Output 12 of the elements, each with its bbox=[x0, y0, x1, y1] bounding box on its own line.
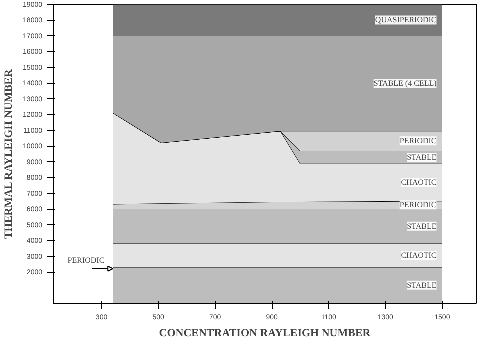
y-axis-title: THERMAL RAYLEIGH NUMBER bbox=[3, 68, 16, 240]
series-label: STABLE bbox=[407, 222, 437, 231]
series-label: STABLE bbox=[407, 152, 437, 162]
series-label: STABLE (4 CELL) bbox=[374, 79, 438, 88]
series-label: CHAOTIC bbox=[401, 251, 437, 260]
series-label: STABLE bbox=[407, 280, 437, 290]
x-axis-title: CONCENTRATION RAYLEIGH NUMBER bbox=[159, 328, 372, 340]
series-label: PERIODIC bbox=[400, 200, 437, 210]
series-label: PERIODIC bbox=[400, 136, 437, 146]
series-label: QUASIPERIODIC bbox=[375, 16, 437, 25]
series-label: CHAOTIC bbox=[401, 178, 437, 188]
annotation: PERIODIC bbox=[68, 256, 105, 265]
